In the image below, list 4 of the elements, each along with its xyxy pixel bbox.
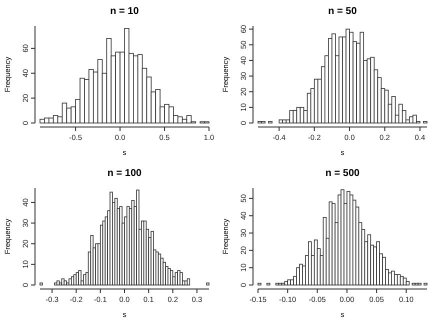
chart-title: n = 100: [107, 168, 142, 179]
chart-title: n = 500: [325, 168, 360, 179]
chart-title: n = 50: [328, 6, 358, 17]
chart-title: n = 10: [110, 6, 140, 17]
